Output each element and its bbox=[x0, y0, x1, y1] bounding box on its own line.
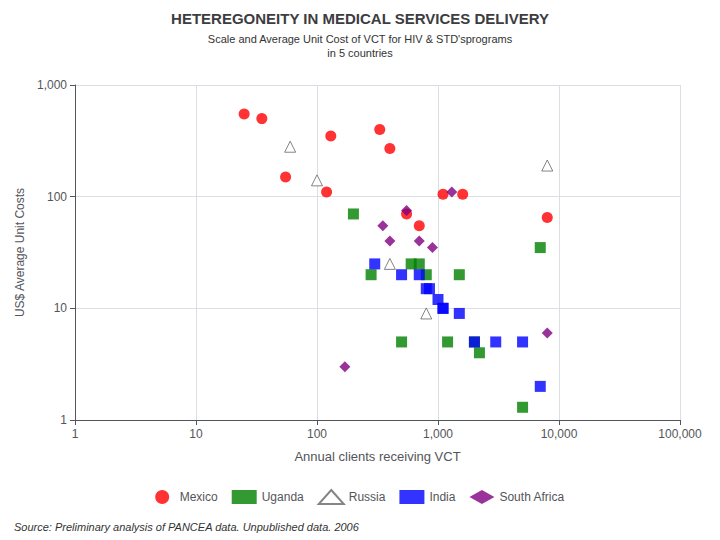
svg-text:Scale and Average Unit Cost of: Scale and Average Unit Cost of VCT for H… bbox=[208, 33, 513, 45]
svg-text:Mexico: Mexico bbox=[180, 490, 218, 504]
svg-text:HETEREGONEITY IN MEDICAL SERVI: HETEREGONEITY IN MEDICAL SERVICES DELIVE… bbox=[171, 10, 549, 27]
svg-text:in 5 countries: in 5 countries bbox=[327, 47, 393, 59]
svg-text:10: 10 bbox=[189, 427, 203, 441]
svg-text:Annual clients receiving VCT: Annual clients receiving VCT bbox=[294, 449, 460, 464]
svg-text:1,000: 1,000 bbox=[423, 427, 453, 441]
svg-text:100: 100 bbox=[307, 427, 327, 441]
svg-text:India: India bbox=[429, 490, 455, 504]
svg-text:US$ Average Unit Costs: US$ Average Unit Costs bbox=[13, 188, 27, 317]
svg-text:10: 10 bbox=[54, 301, 68, 315]
svg-text:Russia: Russia bbox=[349, 490, 386, 504]
svg-text:Source: Preliminary analysis o: Source: Preliminary analysis of PANCEA d… bbox=[14, 521, 360, 533]
svg-text:100: 100 bbox=[47, 190, 67, 204]
svg-text:Uganda: Uganda bbox=[262, 490, 304, 504]
svg-text:South Africa: South Africa bbox=[499, 490, 564, 504]
svg-text:1: 1 bbox=[72, 427, 79, 441]
svg-text:100,000: 100,000 bbox=[658, 427, 702, 441]
svg-text:1: 1 bbox=[60, 413, 67, 427]
svg-text:10,000: 10,000 bbox=[541, 427, 578, 441]
svg-text:1,000: 1,000 bbox=[37, 78, 67, 92]
